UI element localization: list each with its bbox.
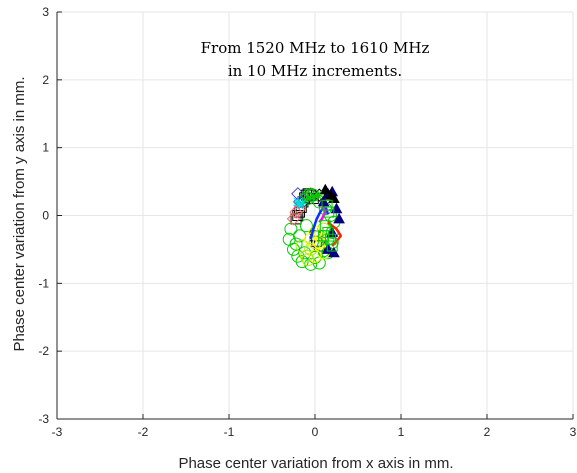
series-5 [318,201,327,224]
series-15 [318,199,338,252]
data-point [286,212,301,226]
data-point [308,236,322,250]
data-point [328,246,340,258]
data-point [322,226,334,238]
x-axis-label: Phase center variation from x axis in mm… [178,455,453,472]
annotation-line-1: From 1520 MHz to 1610 MHz [201,39,430,57]
data-point [312,190,323,201]
data-point [333,212,345,224]
data-point [304,242,318,256]
data-point [294,200,305,211]
data-point [330,202,343,214]
x-tick-labels: -3 -2 -1 0 1 2 3 [52,425,577,439]
data-point [317,195,330,207]
y-tick-label: 3 [42,5,49,19]
data-point [292,202,307,216]
data-point [321,199,333,211]
series-14 [303,190,323,204]
data-point [323,206,335,218]
data-point [301,253,315,267]
series-13 [292,196,308,211]
data-point [284,222,298,236]
y-tick-label: 2 [42,73,49,87]
y-axis-label: Phase center variation from y axis in mm… [11,76,28,351]
asterisk-stroke [295,200,304,210]
y-tick-label: 1 [42,141,49,155]
data-point [326,240,338,252]
data-point [299,219,313,233]
y-tick-label: -2 [38,344,49,358]
series-line [309,206,330,240]
y-tick-label: -1 [38,276,49,290]
data-point [324,233,336,245]
x-tick-label: -3 [52,425,63,439]
axes [56,11,574,420]
data-point [308,249,322,263]
x-tick-label: -2 [138,425,149,439]
asterisk-stroke [293,197,303,207]
x-tick-label: 0 [312,425,319,439]
asterisk-stroke [313,190,322,200]
y-tick-labels: -3 -2 -1 0 1 2 3 [38,5,49,426]
data-point [295,239,309,253]
data-point [289,205,303,219]
series-line [318,201,327,224]
x-tick-label: 1 [398,425,405,439]
y-tick-label: 0 [42,209,49,223]
annotation-line-2: in 10 MHz increments. [228,62,402,80]
data-point [319,183,332,195]
grid [56,11,574,420]
y-tick-label: -3 [38,412,49,426]
series-11 [286,202,307,226]
series-4 [309,206,330,240]
data-point [317,222,331,236]
x-tick-label: 2 [484,425,491,439]
data-point [304,232,318,246]
data-series [282,183,345,271]
data-point [318,230,330,242]
x-tick-label: -1 [224,425,235,439]
asterisk-stroke [303,194,313,203]
x-tick-label: 3 [570,425,577,439]
data-point [290,213,302,225]
